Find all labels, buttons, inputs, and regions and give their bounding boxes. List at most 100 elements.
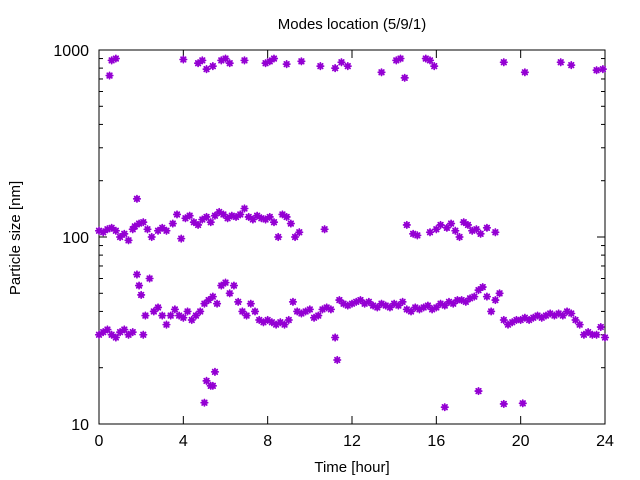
data-point [238,307,247,316]
data-point [487,307,496,316]
data-point [503,320,513,329]
data-point [286,219,295,228]
data-point [499,58,508,67]
data-point [234,297,243,306]
data-point [537,313,546,322]
data-point [446,219,456,228]
data-point [139,330,148,339]
data-point [280,320,289,329]
series-points [94,54,610,412]
data-point [227,211,236,220]
data-point [99,328,108,337]
data-point [592,330,601,339]
data-point [491,228,500,237]
data-point [425,228,435,237]
data-point [179,55,188,64]
data-point [153,303,163,312]
tick-label-layer: 0 4 8 12 16 20 24 10 100 1000 [53,43,614,450]
data-point [200,398,209,407]
data-point [562,307,572,316]
data-point [107,223,116,232]
data-point [134,281,144,290]
data-point [575,320,584,329]
data-point [158,311,167,320]
data-point [352,297,361,306]
data-point [457,295,466,305]
data-point [508,318,517,327]
data-point [172,210,182,219]
data-point [529,313,538,322]
data-point [265,57,274,66]
data-point [337,58,346,67]
data-point [139,218,148,227]
data-point [520,313,529,322]
data-point [295,228,304,237]
data-point [455,232,464,242]
data-point [141,311,150,320]
data-point [600,333,610,342]
data-point [314,311,323,320]
data-point [111,54,120,63]
data-point [225,289,234,298]
data-point [206,218,215,227]
data-point [318,305,327,314]
x-axis-title: Time [hour] [314,459,389,476]
data-point [257,214,266,223]
data-point [198,215,207,224]
data-point [556,58,565,67]
data-point [153,226,163,235]
data-point [356,295,365,305]
data-point [390,299,399,308]
data-point [459,218,468,227]
data-point [290,232,300,242]
data-point [377,68,386,77]
plot-frame [98,49,606,425]
data-point [242,311,251,320]
data-point [461,297,470,306]
data-point [402,220,411,230]
data-point [297,57,306,66]
data-point [423,301,432,310]
data-point [221,54,230,63]
data-point [554,309,563,318]
data-point [333,355,342,365]
data-point [316,62,325,71]
y-tick-label: 100 [62,230,89,247]
data-point [598,65,607,74]
chart-title: Modes location (5/9/1) [278,16,426,33]
data-point [259,318,268,327]
data-point [124,236,133,245]
data-point [202,212,211,222]
data-point [189,218,198,227]
data-point [145,274,154,283]
data-point [381,301,390,310]
data-point [288,297,298,306]
data-point [236,210,245,219]
data-point [248,215,258,224]
data-point [415,305,424,314]
data-point [193,220,203,230]
data-point [347,299,357,308]
data-point [584,328,593,337]
data-point [282,212,291,222]
data-point [162,226,171,235]
data-point [398,297,407,306]
data-point [128,328,137,337]
data-point [499,399,508,409]
data-point [335,295,344,305]
data-point [255,315,264,325]
data-point [474,386,483,396]
data-point [478,282,487,292]
data-point [253,211,262,220]
data-point [208,381,217,390]
data-point [440,403,449,412]
data-point [208,292,217,301]
data-point [246,299,255,308]
y-axis-title: Particle size [nm] [7,181,24,295]
data-point [94,330,104,339]
data-point [516,315,525,325]
data-point [400,73,409,82]
data-point [476,229,485,238]
data-point [272,320,281,329]
data-point [200,299,209,308]
